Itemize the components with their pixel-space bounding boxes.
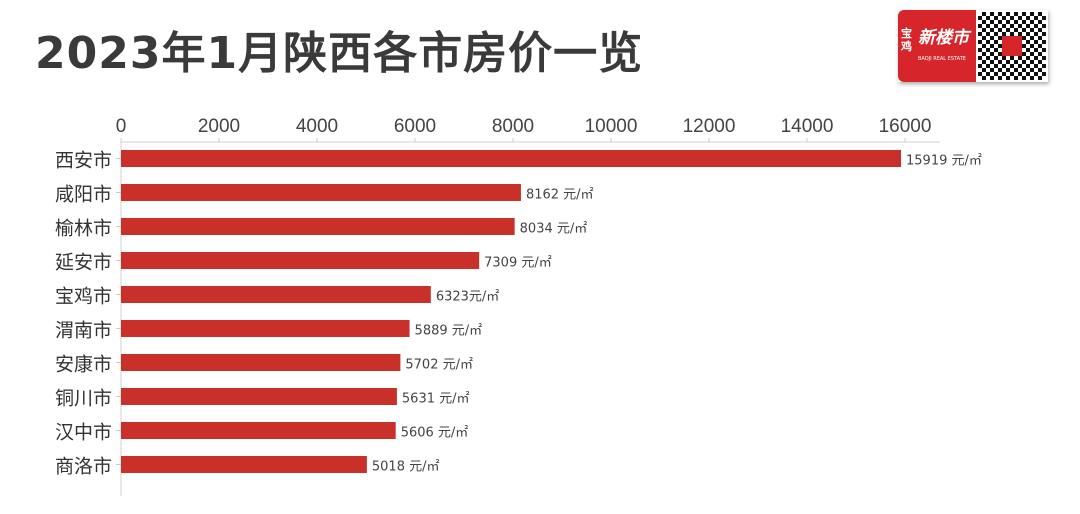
x-tick-label: 6000 (394, 116, 436, 137)
value-label: 6323元/㎡ (436, 290, 499, 305)
bar (121, 150, 902, 167)
brand-logo: 宝 鸡 新楼市 BAOJI REAL ESTATE (898, 10, 1048, 82)
x-tick-label: 4000 (296, 116, 338, 137)
value-label: 5889 元/㎡ (415, 324, 483, 339)
logo-main: 新楼市 (918, 28, 969, 48)
bar (121, 456, 367, 473)
qr-code (978, 12, 1046, 80)
x-tick-label: 8000 (492, 116, 534, 137)
x-tick-label: 10000 (585, 116, 638, 137)
category-label: 汉中市 (55, 422, 112, 444)
bar (121, 218, 515, 235)
category-label: 宝鸡市 (55, 286, 112, 308)
value-label: 5702 元/㎡ (405, 358, 473, 373)
bar (121, 286, 431, 303)
bar (121, 252, 480, 269)
value-label: 5631 元/㎡ (402, 392, 470, 407)
logo-sub: BAOJI REAL ESTATE (918, 56, 966, 62)
value-label: 8034 元/㎡ (520, 222, 588, 237)
bar (121, 388, 397, 405)
logo-city-1: 宝 (901, 27, 912, 40)
value-label: 15919 元/㎡ (906, 154, 982, 169)
category-label: 铜川市 (55, 388, 112, 410)
x-tick-label: 16000 (879, 116, 932, 137)
value-label: 7309 元/㎡ (484, 256, 552, 271)
logo-badge: 宝 鸡 新楼市 BAOJI REAL ESTATE (898, 10, 976, 82)
x-tick-label: 12000 (683, 116, 736, 137)
category-label: 商洛市 (55, 456, 112, 478)
bar (121, 354, 401, 371)
value-label: 5018 元/㎡ (372, 460, 440, 475)
value-label: 5606 元/㎡ (401, 426, 469, 441)
category-label: 榆林市 (55, 218, 112, 240)
logo-city-2: 鸡 (901, 40, 912, 53)
chart-title: 2023年1月陕西各市房价一览 (35, 28, 644, 79)
category-label: 渭南市 (55, 320, 112, 342)
category-label: 延安市 (55, 252, 112, 274)
x-tick-label: 14000 (781, 116, 834, 137)
value-label: 8162 元/㎡ (526, 188, 594, 203)
bar (121, 184, 521, 201)
x-tick-label: 2000 (198, 116, 240, 137)
category-label: 安康市 (55, 354, 112, 376)
category-label: 咸阳市 (55, 184, 112, 206)
bar (121, 320, 410, 337)
bar (121, 422, 396, 439)
x-tick-label: 0 (116, 116, 127, 137)
category-label: 西安市 (55, 150, 112, 172)
